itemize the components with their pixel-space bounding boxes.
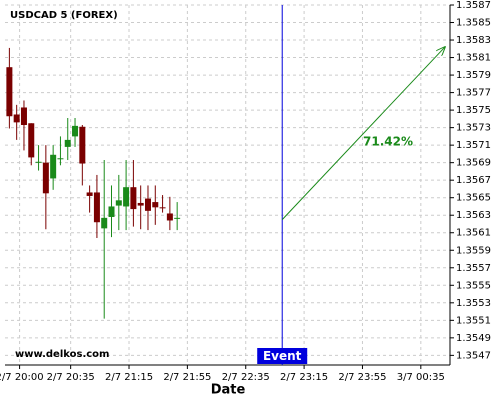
candle-body bbox=[72, 125, 79, 137]
candle-body bbox=[101, 217, 108, 229]
candle-body bbox=[64, 139, 71, 147]
candle-body bbox=[166, 213, 173, 221]
x-tick-label: 2/7 21:55 bbox=[163, 372, 211, 383]
y-tick-label: 1.3569 bbox=[456, 158, 491, 169]
y-tick-label: 1.3551 bbox=[456, 315, 491, 326]
x-tick-label: 2/7 20:00 bbox=[0, 372, 44, 383]
y-tick-label: 1.3555 bbox=[456, 280, 491, 291]
candle-body bbox=[20, 107, 27, 125]
candle-body bbox=[174, 217, 181, 219]
candle-body bbox=[115, 200, 122, 206]
candle-body bbox=[108, 206, 115, 217]
candle-body bbox=[86, 192, 93, 196]
y-tick-label: 1.3573 bbox=[456, 123, 491, 134]
candle-body bbox=[93, 192, 100, 223]
y-tick-label: 1.3567 bbox=[456, 175, 491, 186]
candle-body bbox=[28, 123, 35, 158]
x-tick-label: 3/7 00:35 bbox=[397, 372, 445, 383]
y-tick-label: 1.3579 bbox=[456, 70, 491, 81]
candle-body bbox=[13, 114, 20, 123]
x-axis-label: Date bbox=[211, 383, 246, 398]
y-tick-label: 1.3583 bbox=[456, 35, 491, 46]
chart-title: USDCAD 5 (FOREX) bbox=[10, 10, 118, 21]
y-tick-label: 1.3571 bbox=[456, 140, 491, 151]
grid bbox=[5, 4, 450, 365]
x-tick-label: 2/7 21:15 bbox=[105, 372, 153, 383]
x-tick-label: 2/7 23:15 bbox=[280, 372, 328, 383]
x-tick-label: 2/7 23:55 bbox=[338, 372, 386, 383]
y-tick-label: 1.3547 bbox=[456, 350, 491, 361]
y-tick-label: 1.3581 bbox=[456, 53, 491, 64]
y-tick-label: 1.3575 bbox=[456, 105, 491, 116]
y-tick-label: 1.3549 bbox=[456, 333, 491, 344]
event-label: Event bbox=[263, 349, 302, 363]
candle-body bbox=[144, 198, 151, 211]
y-tick-label: 1.3561 bbox=[456, 228, 491, 239]
watermark: www.delkos.com bbox=[15, 349, 109, 360]
y-tick-label: 1.3563 bbox=[456, 210, 491, 221]
x-tick-label: 2/7 20:35 bbox=[47, 372, 95, 383]
candle-body bbox=[42, 162, 49, 194]
prediction-label: 71.42% bbox=[363, 135, 413, 149]
y-tick-label: 1.3559 bbox=[456, 245, 491, 256]
y-tick-label: 1.3557 bbox=[456, 263, 491, 274]
prediction-arrow bbox=[281, 47, 445, 220]
candle-body bbox=[123, 187, 130, 207]
y-tick-label: 1.3565 bbox=[456, 193, 491, 204]
candle-body bbox=[6, 67, 13, 117]
candle-body bbox=[130, 187, 137, 210]
candle-body bbox=[79, 126, 86, 164]
event-label-box bbox=[257, 348, 308, 364]
candle-body bbox=[57, 158, 64, 160]
candle-body bbox=[159, 207, 166, 209]
y-tick-label: 1.3587 bbox=[456, 0, 491, 11]
candle-body bbox=[35, 161, 42, 163]
candle-body bbox=[152, 202, 159, 208]
y-tick-label: 1.3577 bbox=[456, 88, 491, 99]
candle-body bbox=[137, 202, 144, 206]
y-tick-label: 1.3585 bbox=[456, 18, 491, 29]
x-tick-label: 2/7 22:35 bbox=[222, 372, 270, 383]
candle-body bbox=[50, 154, 57, 179]
y-tick-label: 1.3553 bbox=[456, 298, 491, 309]
